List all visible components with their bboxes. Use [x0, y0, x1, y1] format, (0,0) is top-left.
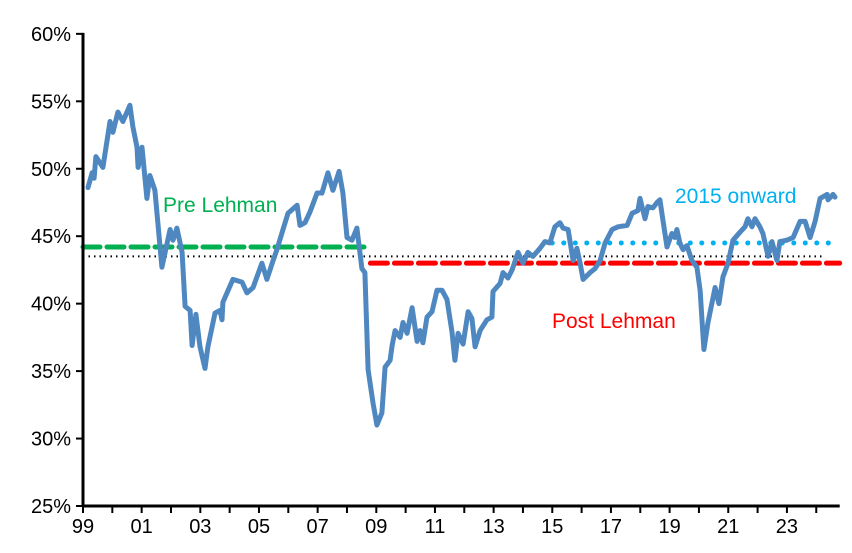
x-tick-label: 01: [131, 516, 153, 538]
x-tick-label: 99: [72, 516, 94, 538]
y-tick-label: 25%: [31, 496, 71, 518]
x-tick-label: 23: [776, 516, 798, 538]
x-tick-label: 19: [658, 516, 680, 538]
y-tick-label: 55%: [31, 91, 71, 113]
x-tick-label: 17: [600, 516, 622, 538]
y-tick-label: 50%: [31, 159, 71, 181]
x-tick-label: 13: [482, 516, 504, 538]
axes: 25% 30% 35% 40% 45% 50% 55% 60% 99 01 03 05 07 09 11 13…: [31, 24, 840, 538]
y-tick-label: 30%: [31, 429, 71, 451]
x-tick-label: 05: [248, 516, 270, 538]
y-tick-label: 35%: [31, 361, 71, 383]
x-tick-label: 11: [425, 516, 446, 538]
series-group: [85, 102, 838, 428]
y-tick-label: 45%: [31, 226, 71, 248]
x-tick-label: 07: [307, 516, 329, 538]
x-tick-label: 03: [189, 516, 211, 538]
y-tick-label: 40%: [31, 294, 71, 316]
annotation-2015-onward: 2015 onward: [675, 185, 796, 208]
y-tick-label: 60%: [31, 24, 71, 46]
reference-lines: [80, 240, 843, 266]
series-line: [85, 102, 838, 428]
annotation-post-lehman: Post Lehman: [552, 310, 676, 333]
annotation-pre-lehman: Pre Lehman: [163, 194, 277, 217]
x-tick-label: 09: [365, 516, 387, 538]
x-tick-label: 21: [717, 516, 739, 538]
x-tick-label: 15: [541, 516, 563, 538]
